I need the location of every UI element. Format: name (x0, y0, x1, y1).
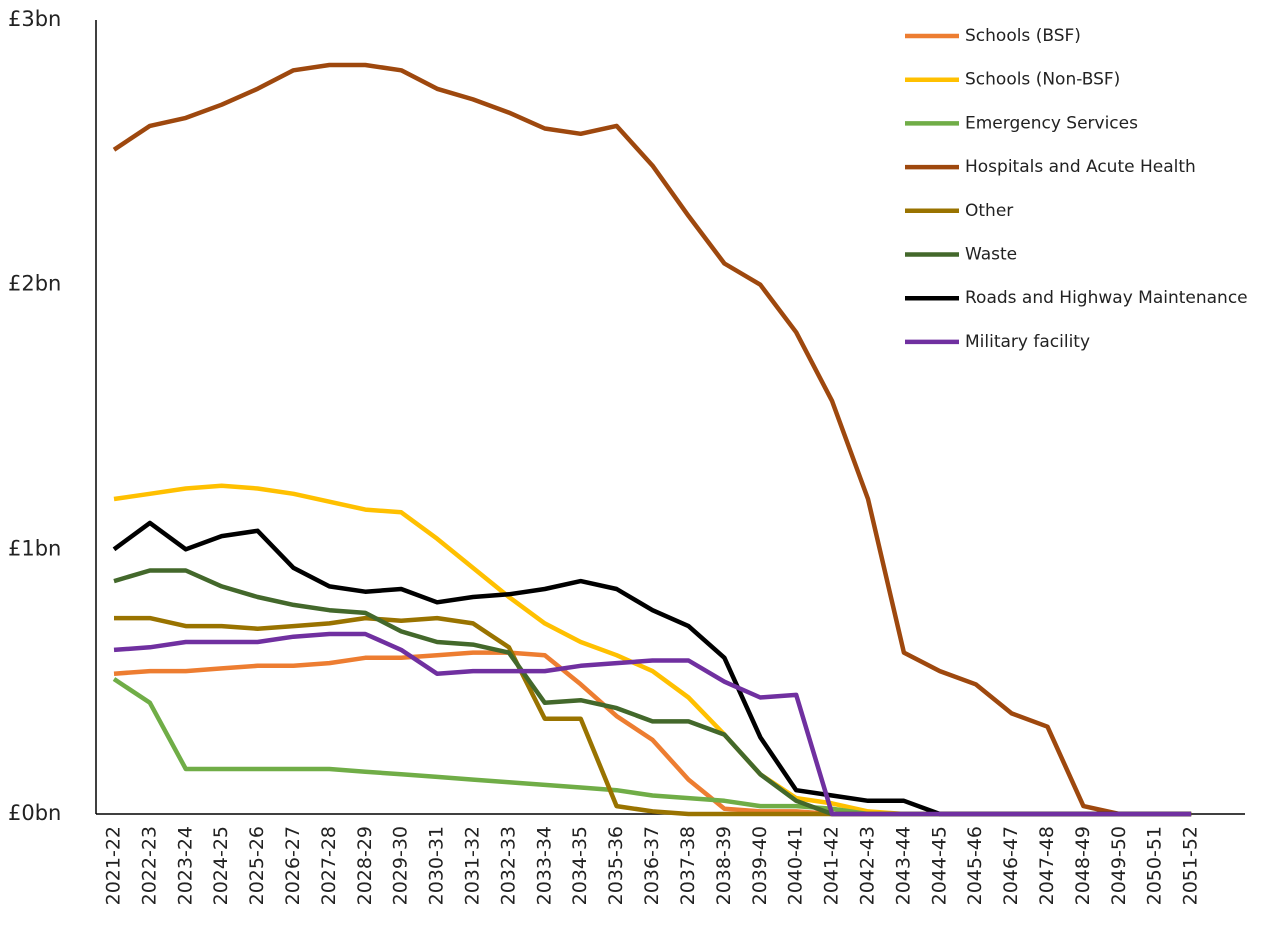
y-tick-label: £1bn (8, 536, 61, 560)
x-tick-label: 2051-52 (1180, 826, 1202, 905)
x-tick-label: 2027-28 (318, 826, 340, 905)
x-tick-label: 2036-37 (641, 826, 663, 905)
x-tick-label: 2026-27 (282, 826, 304, 905)
x-tick-label: 2028-29 (354, 826, 376, 905)
legend-label: Emergency Services (965, 113, 1138, 133)
series-line (113, 631, 1192, 817)
x-tick-label: 2050-51 (1144, 826, 1166, 905)
x-tick-label: 2029-30 (390, 826, 412, 905)
x-tick-label: 2022-23 (138, 826, 160, 905)
legend-label: Military facility (965, 332, 1090, 352)
x-tick-label: 2032-33 (497, 826, 519, 905)
x-tick-label: 2024-25 (210, 826, 232, 905)
x-tick-label: 2030-31 (426, 826, 448, 905)
x-tick-label: 2023-24 (174, 826, 196, 905)
x-tick-label: 2025-26 (246, 826, 268, 905)
x-tick-label: 2042-43 (856, 826, 878, 905)
x-tick-label: 2037-38 (677, 826, 699, 905)
series-line (113, 568, 1192, 817)
series-line (112, 62, 1192, 817)
y-tick-label: £3bn (8, 7, 61, 31)
x-tick-label: 2040-41 (785, 826, 807, 905)
x-tick-label: 2046-47 (1000, 826, 1022, 905)
x-tick-label: 2033-34 (533, 826, 555, 905)
series-line (113, 483, 1192, 817)
x-tick-label: 2044-45 (928, 826, 950, 905)
x-tick-label: 2049-50 (1108, 826, 1130, 905)
legend-label: Schools (Non-BSF) (965, 70, 1120, 90)
x-tick-label: 2035-36 (605, 826, 627, 905)
x-tick-label: 2031-32 (462, 826, 484, 905)
legend-label: Schools (BSF) (965, 26, 1081, 46)
y-tick-label: £0bn (8, 801, 61, 825)
series-line (114, 615, 1192, 817)
x-tick-label: 2039-40 (749, 826, 771, 905)
x-tick-label: 2047-48 (1036, 826, 1058, 905)
x-tick-label: 2034-35 (569, 826, 591, 905)
x-tick-label: 2043-44 (892, 826, 914, 905)
x-tick-label: 2048-49 (1072, 826, 1094, 905)
x-tick-label: 2038-39 (713, 826, 735, 905)
legend-label: Waste (965, 245, 1017, 265)
legend-label: Roads and Highway Maintenance (965, 288, 1248, 308)
series-line (113, 650, 1192, 817)
y-tick-label: £2bn (8, 272, 61, 296)
legend-label: Other (965, 201, 1013, 221)
legend-label: Hospitals and Acute Health (965, 157, 1196, 177)
series-line (112, 677, 1192, 817)
x-tick-label: 2021-22 (102, 826, 124, 905)
x-tick-label: 2041-42 (821, 826, 843, 905)
x-tick-label: 2045-46 (964, 826, 986, 905)
